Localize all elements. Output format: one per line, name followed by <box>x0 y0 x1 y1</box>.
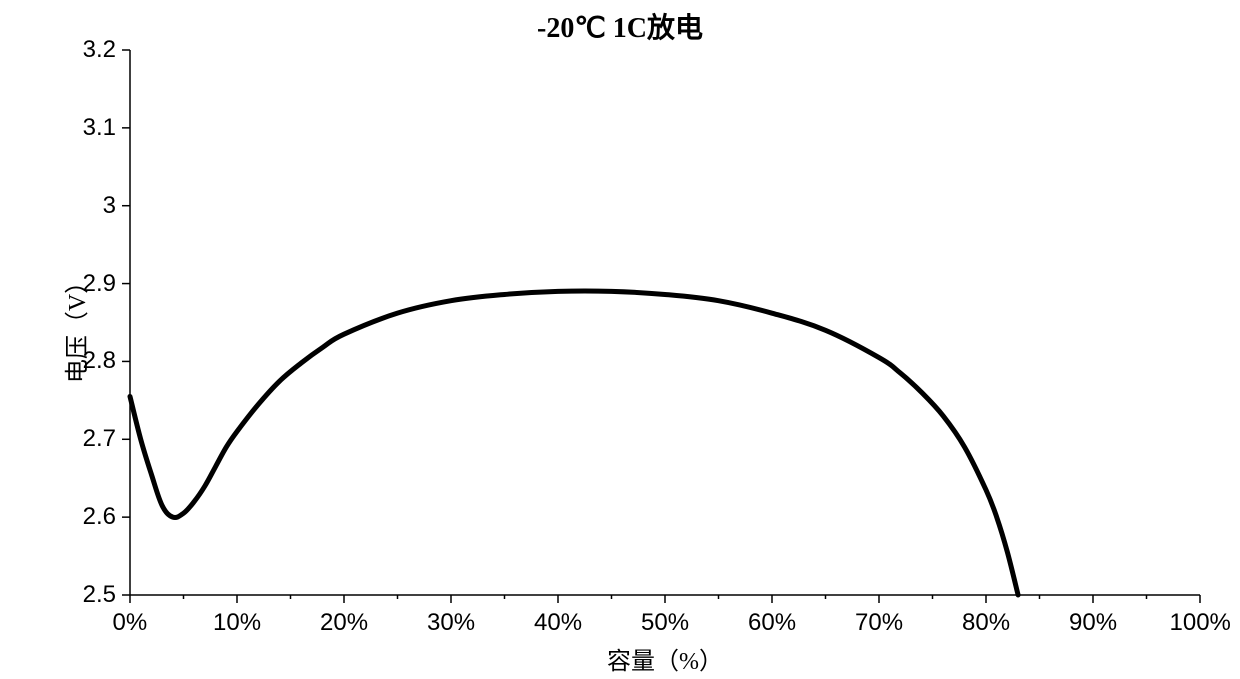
y-tick-label: 2.8 <box>83 347 116 375</box>
y-tick-label: 2.5 <box>83 581 116 609</box>
y-tick-label: 3 <box>103 192 116 220</box>
series-discharge-curve <box>130 291 1018 595</box>
x-tick-label: 90% <box>1069 609 1117 637</box>
x-tick-label: 80% <box>962 609 1010 637</box>
x-tick-label: 70% <box>855 609 903 637</box>
chart-container: -20℃ 1C放电 电压（V） 容量（%） 2.52.62.72.82.933.… <box>0 0 1240 679</box>
x-tick-label: 10% <box>213 609 261 637</box>
x-tick-label: 0% <box>113 609 148 637</box>
y-tick-label: 2.9 <box>83 270 116 298</box>
x-tick-label: 20% <box>320 609 368 637</box>
x-tick-label: 30% <box>427 609 475 637</box>
y-tick-label: 2.7 <box>83 425 116 453</box>
x-tick-label: 100% <box>1170 609 1231 637</box>
y-tick-label: 3.1 <box>83 114 116 142</box>
x-tick-label: 50% <box>641 609 689 637</box>
x-tick-label: 40% <box>534 609 582 637</box>
y-tick-label: 3.2 <box>83 36 116 64</box>
plot-svg <box>0 0 1240 679</box>
y-tick-label: 2.6 <box>83 503 116 531</box>
x-tick-label: 60% <box>748 609 796 637</box>
